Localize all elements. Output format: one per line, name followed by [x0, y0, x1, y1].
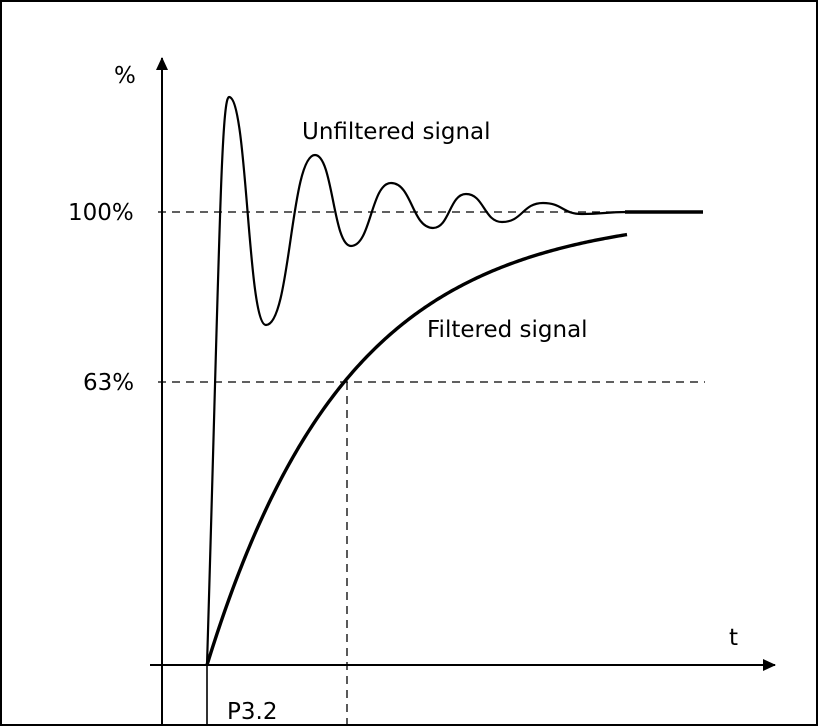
legend-label-unfiltered: Unfiltered signal — [302, 119, 491, 145]
tick-label-100: 100% — [68, 200, 134, 226]
series-unfiltered-line — [205, 95, 628, 666]
time-constant-label: P3.2 — [227, 699, 277, 725]
legend-label-filtered: Filtered signal — [427, 317, 588, 343]
series-filtered-line — [205, 232, 628, 666]
tick-label-63: 63% — [83, 370, 134, 396]
y-axis-label: % — [114, 63, 136, 89]
x-axis-label: t — [729, 625, 738, 651]
